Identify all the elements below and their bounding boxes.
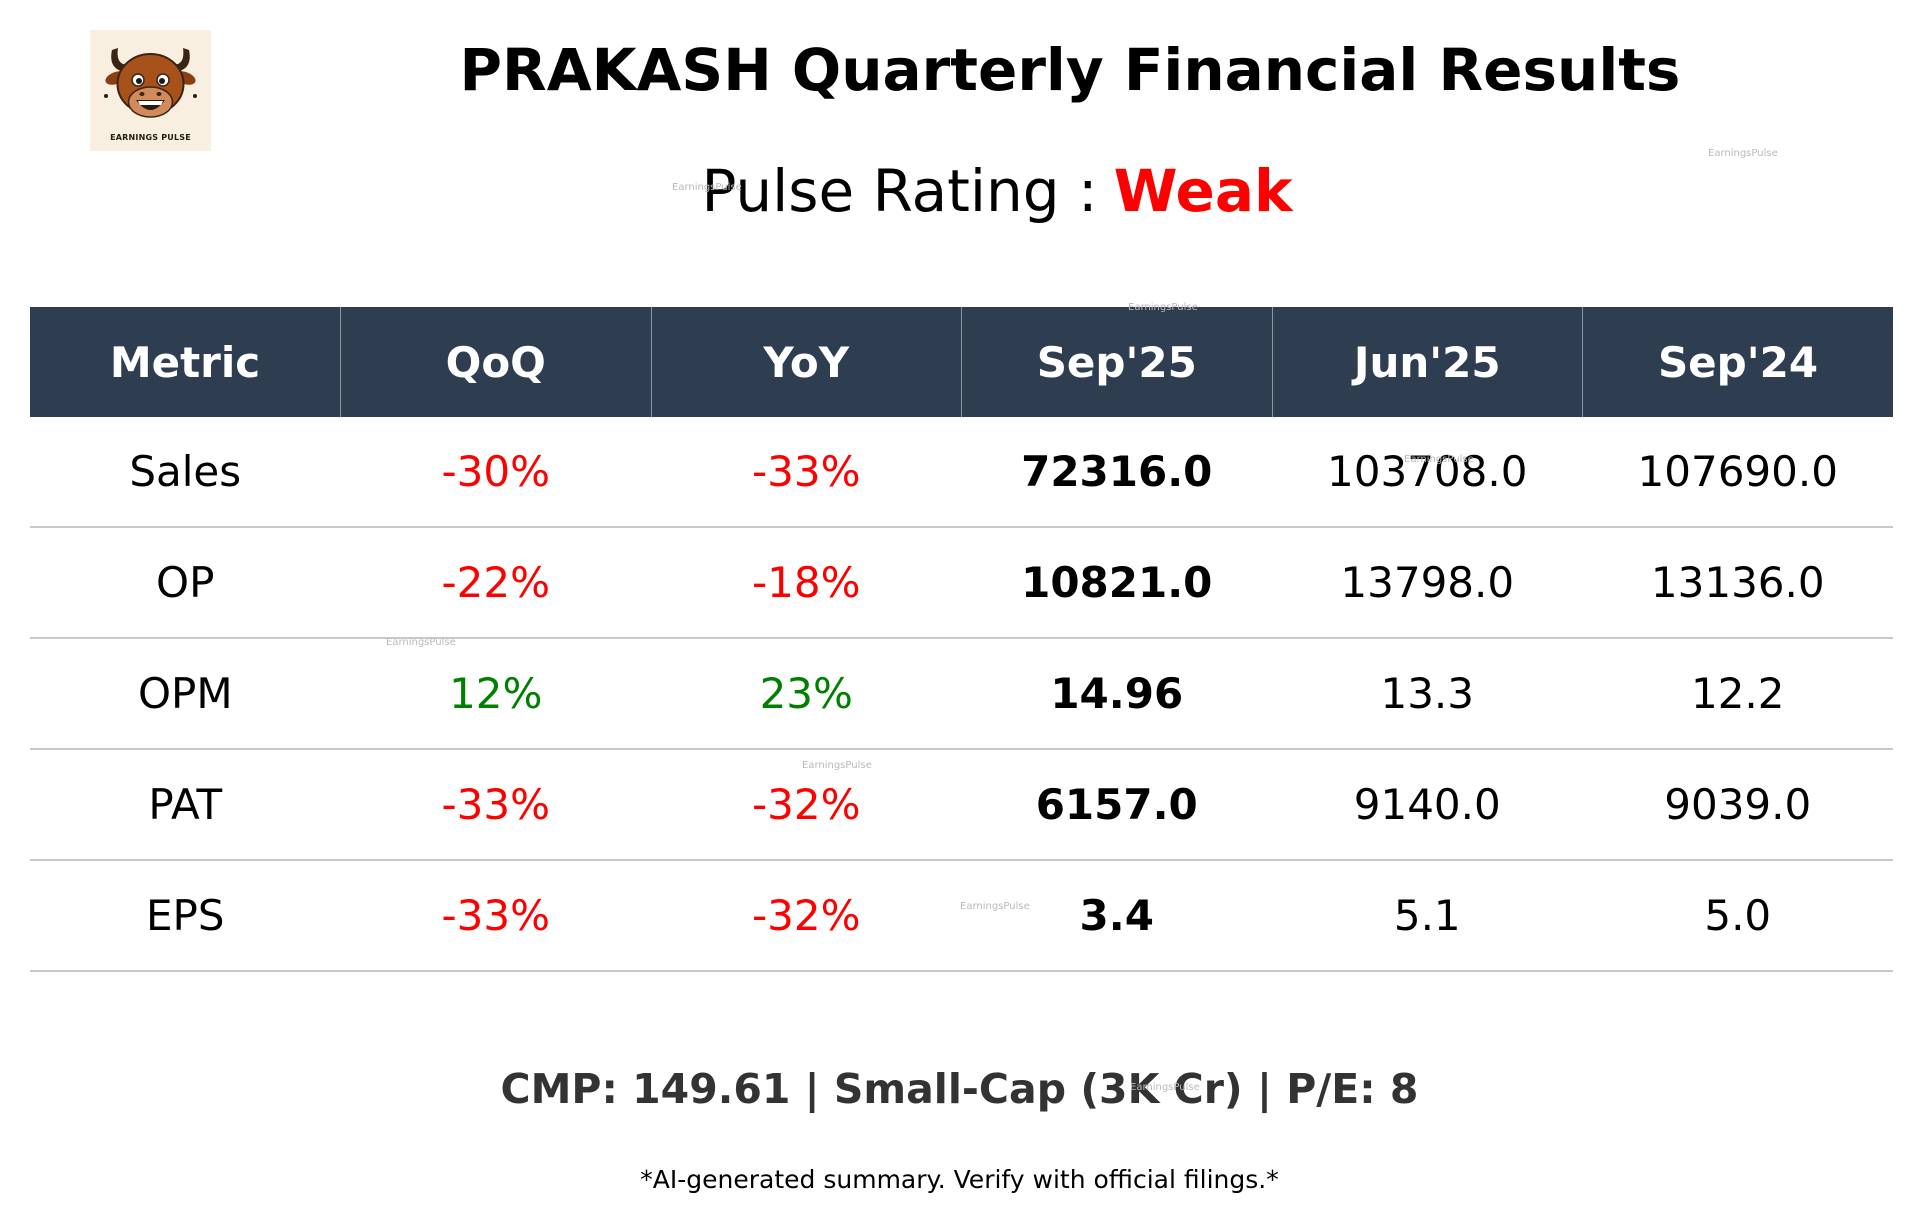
rating-value: Weak: [1113, 157, 1293, 225]
pulse-rating: Pulse Rating : Weak: [0, 152, 1919, 230]
header-sep24: Sep'24: [1582, 307, 1893, 417]
header-sep25: Sep'25: [961, 307, 1272, 417]
header-yoy: YoY: [650, 307, 962, 417]
metric-cell: OPM: [30, 638, 341, 750]
yoy-cell: -33%: [651, 417, 962, 528]
sep24-cell: 12.2: [1582, 638, 1893, 750]
rating-label: Pulse Rating :: [701, 157, 1098, 225]
qoq-cell: -33%: [340, 749, 651, 861]
logo-caption: EARNINGS PULSE: [110, 133, 191, 142]
sep25-cell: 72316.0: [961, 417, 1272, 528]
table-row: PAT -33% -32% 6157.0 9140.0 9039.0: [30, 749, 1893, 861]
yoy-cell: 23%: [651, 638, 962, 750]
table-row: OPM 12% 23% 14.96 13.3 12.2: [30, 638, 1893, 750]
sep24-cell: 9039.0: [1582, 749, 1893, 861]
earnings-pulse-logo: EARNINGS PULSE: [90, 30, 211, 151]
header-metric: Metric: [30, 307, 341, 417]
header-qoq: QoQ: [340, 307, 651, 417]
sep25-cell: 14.96: [961, 638, 1272, 750]
yoy-cell: -18%: [651, 527, 962, 639]
table-row: OP -22% -18% 10821.0 13798.0 13136.0: [30, 527, 1893, 639]
sep24-cell: 107690.0: [1582, 417, 1893, 528]
qoq-cell: 12%: [340, 638, 651, 750]
jun25-cell: 13798.0: [1272, 527, 1583, 639]
bull-mascot-icon: [104, 48, 197, 118]
watermark: EarningsPulse: [1128, 302, 1198, 313]
jun25-cell: 5.1: [1272, 860, 1583, 972]
qoq-cell: -33%: [340, 860, 651, 972]
metric-cell: EPS: [30, 860, 341, 972]
page-title: PRAKASH Quarterly Financial Results: [459, 36, 1681, 104]
table-row: EPS -33% -32% 3.4 5.1 5.0: [30, 860, 1893, 972]
yoy-cell: -32%: [651, 749, 962, 861]
qoq-cell: -22%: [340, 527, 651, 639]
header-jun25: Jun'25: [1271, 307, 1583, 417]
metric-cell: PAT: [30, 749, 341, 861]
watermark: EarningsPulse: [960, 901, 1030, 912]
sep25-cell: 10821.0: [961, 527, 1272, 639]
results-table: Metric QoQ YoY Sep'25 Jun'25 Sep'24 Sale…: [30, 307, 1893, 972]
table-header-row: Metric QoQ YoY Sep'25 Jun'25 Sep'24: [30, 307, 1893, 417]
watermark: EarningsPulse: [802, 760, 872, 771]
watermark: EarningsPulse: [1130, 1082, 1200, 1093]
jun25-cell: 9140.0: [1272, 749, 1583, 861]
metric-cell: Sales: [30, 417, 341, 528]
yoy-cell: -32%: [651, 860, 962, 972]
sep25-cell: 3.4: [961, 860, 1272, 972]
watermark: EarningsPulse: [386, 637, 456, 648]
qoq-cell: -30%: [340, 417, 651, 528]
sep24-cell: 13136.0: [1582, 527, 1893, 639]
watermark: EarningsPulse: [672, 182, 742, 193]
sep25-cell: 6157.0: [961, 749, 1272, 861]
jun25-cell: 13.3: [1272, 638, 1583, 750]
disclaimer: *AI-generated summary. Verify with offic…: [640, 1165, 1279, 1194]
jun25-cell: 103708.0: [1272, 417, 1583, 528]
table-row: Sales -30% -33% 72316.0 103708.0 107690.…: [30, 417, 1893, 528]
watermark: EarningsPulse: [1404, 454, 1474, 465]
watermark: EarningsPulse: [1708, 148, 1778, 159]
market-summary: CMP: 149.61 | Small-Cap (3K Cr) | P/E: 8: [500, 1065, 1419, 1113]
sep24-cell: 5.0: [1582, 860, 1893, 972]
metric-cell: OP: [30, 527, 341, 639]
